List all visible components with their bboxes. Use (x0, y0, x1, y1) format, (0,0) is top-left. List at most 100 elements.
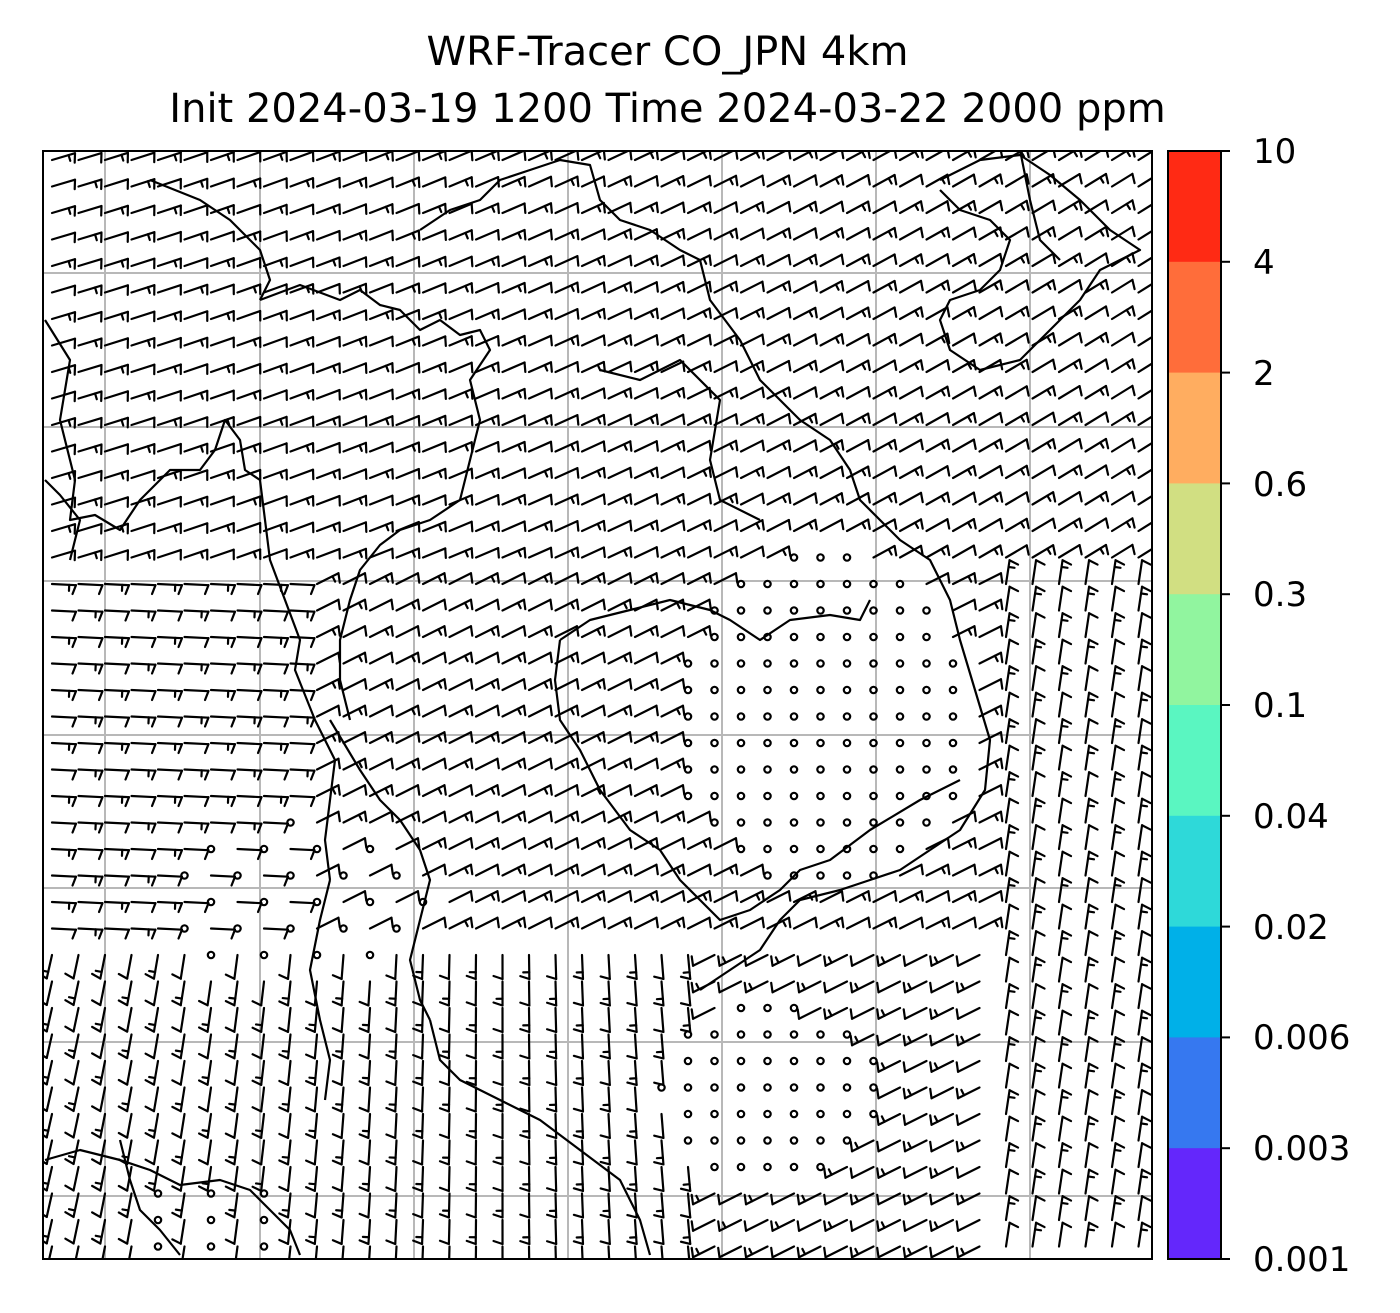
wind-barb (342, 810, 368, 824)
wind-barb (739, 466, 765, 480)
wind-barb (224, 1086, 239, 1113)
wind-barb (872, 306, 898, 321)
coastline-kyushu (553, 639, 961, 922)
wind-barb (501, 651, 527, 665)
wind-barb (421, 810, 447, 824)
wind-barb (368, 731, 394, 745)
wind-barb (739, 174, 765, 188)
wind-barb (368, 757, 394, 771)
calm-wind-marker (736, 1056, 746, 1066)
wind-barb (580, 387, 606, 400)
wind-barb (156, 635, 184, 649)
wind-barb (527, 546, 553, 559)
wind-barb (1110, 358, 1136, 374)
wind-barb (1084, 824, 1099, 851)
calm-wind-marker (816, 1162, 825, 1172)
wind-barb (796, 980, 822, 994)
wind-barb (717, 1245, 743, 1259)
wind-barb (1057, 638, 1073, 665)
wind-barb (580, 625, 606, 639)
calm-wind-marker (842, 791, 852, 801)
wind-barb (183, 715, 210, 728)
wind-barb (251, 1165, 266, 1192)
wind-barb (262, 715, 290, 728)
wind-barb (465, 1059, 478, 1087)
wind-barb (156, 363, 182, 376)
wind-barb (50, 549, 77, 562)
wind-barb (527, 890, 553, 904)
wind-barb (653, 1192, 665, 1219)
wind-barb (951, 200, 977, 215)
wind-barb (686, 360, 712, 374)
wind-barb (1110, 771, 1126, 798)
wind-barb (501, 890, 527, 904)
calm-wind-marker (789, 1162, 799, 1172)
wind-barb (951, 598, 977, 612)
wind-barb (1031, 151, 1057, 162)
calm-wind-marker (789, 791, 799, 801)
wind-barb (144, 1006, 160, 1033)
wind-barb (1110, 559, 1126, 586)
calm-wind-marker (736, 659, 746, 668)
wind-barb (580, 466, 606, 480)
wind-barb (305, 1218, 319, 1246)
wind-barb (209, 548, 235, 561)
wind-barb (315, 625, 341, 639)
wind-barb (448, 810, 474, 824)
wind-barb (331, 1218, 345, 1246)
wind-barb (289, 900, 316, 914)
wind-barb (1057, 956, 1073, 983)
wind-barb (183, 363, 209, 375)
wind-barb (395, 572, 421, 586)
wind-barb (385, 1165, 398, 1193)
wind-barb (130, 582, 157, 596)
wind-barb (1004, 385, 1030, 400)
wind-barb (395, 757, 421, 771)
wind-barb (144, 1059, 160, 1086)
calm-wind-marker (948, 738, 958, 748)
coastline-honshu-north (259, 283, 492, 721)
wind-barb (580, 281, 606, 294)
wind-barb (50, 390, 77, 403)
wind-barb (743, 1192, 769, 1206)
wind-barb (395, 784, 421, 798)
calm-wind-marker (895, 765, 905, 774)
wind-barb (183, 522, 209, 534)
wind-barb (305, 1192, 319, 1219)
wind-barb (554, 598, 580, 612)
wind-barb (412, 1059, 425, 1087)
wind-barb (342, 598, 368, 612)
wind-barb (251, 1139, 266, 1166)
wind-barb (554, 651, 580, 665)
wind-barb (1110, 903, 1126, 930)
wind-barb (342, 415, 368, 427)
wind-barb (660, 784, 686, 798)
wind-barb (289, 203, 315, 216)
wind-barb (849, 1165, 875, 1179)
wind-barb (492, 1059, 504, 1087)
wind-barb (385, 1006, 398, 1034)
wind-barb (251, 1033, 266, 1060)
wind-barb (224, 980, 239, 1007)
wind-barb (527, 175, 553, 188)
wind-barb (465, 1139, 478, 1166)
calm-wind-marker (922, 632, 931, 642)
wind-barb (686, 227, 712, 241)
calm-wind-marker (710, 712, 719, 721)
wind-barb (368, 468, 394, 480)
wind-barb (1004, 173, 1030, 188)
wind-barb (1110, 744, 1126, 771)
wind-barb (1084, 437, 1110, 453)
wind-barb (1137, 718, 1152, 745)
wind-barb (331, 1192, 345, 1219)
wind-barb (342, 678, 368, 692)
wind-barb (77, 847, 104, 861)
wind-barb (278, 953, 292, 980)
wind-barb (925, 253, 951, 268)
calm-wind-marker (816, 685, 825, 695)
calm-wind-marker (869, 1109, 878, 1119)
wind-barb (236, 151, 262, 163)
wind-barb (580, 757, 606, 771)
calm-wind-marker (869, 818, 878, 827)
wind-barb (633, 175, 659, 188)
